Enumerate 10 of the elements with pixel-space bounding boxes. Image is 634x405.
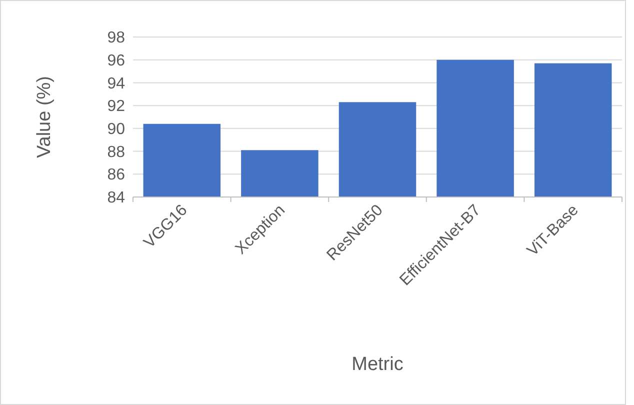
y-tick-label: 92 — [107, 98, 126, 116]
y-tick-label: 90 — [107, 121, 126, 138]
y-tick-label: 98 — [107, 30, 126, 47]
y-tick-label: 94 — [107, 75, 126, 92]
y-tick-label: 96 — [107, 52, 126, 70]
y-tick-label: 84 — [107, 190, 126, 207]
y-tick-label: 86 — [107, 166, 126, 184]
y-tick-label: 88 — [107, 144, 126, 161]
x-axis-title: Metric — [352, 354, 404, 375]
y-axis-title: Value (%) — [34, 76, 55, 158]
